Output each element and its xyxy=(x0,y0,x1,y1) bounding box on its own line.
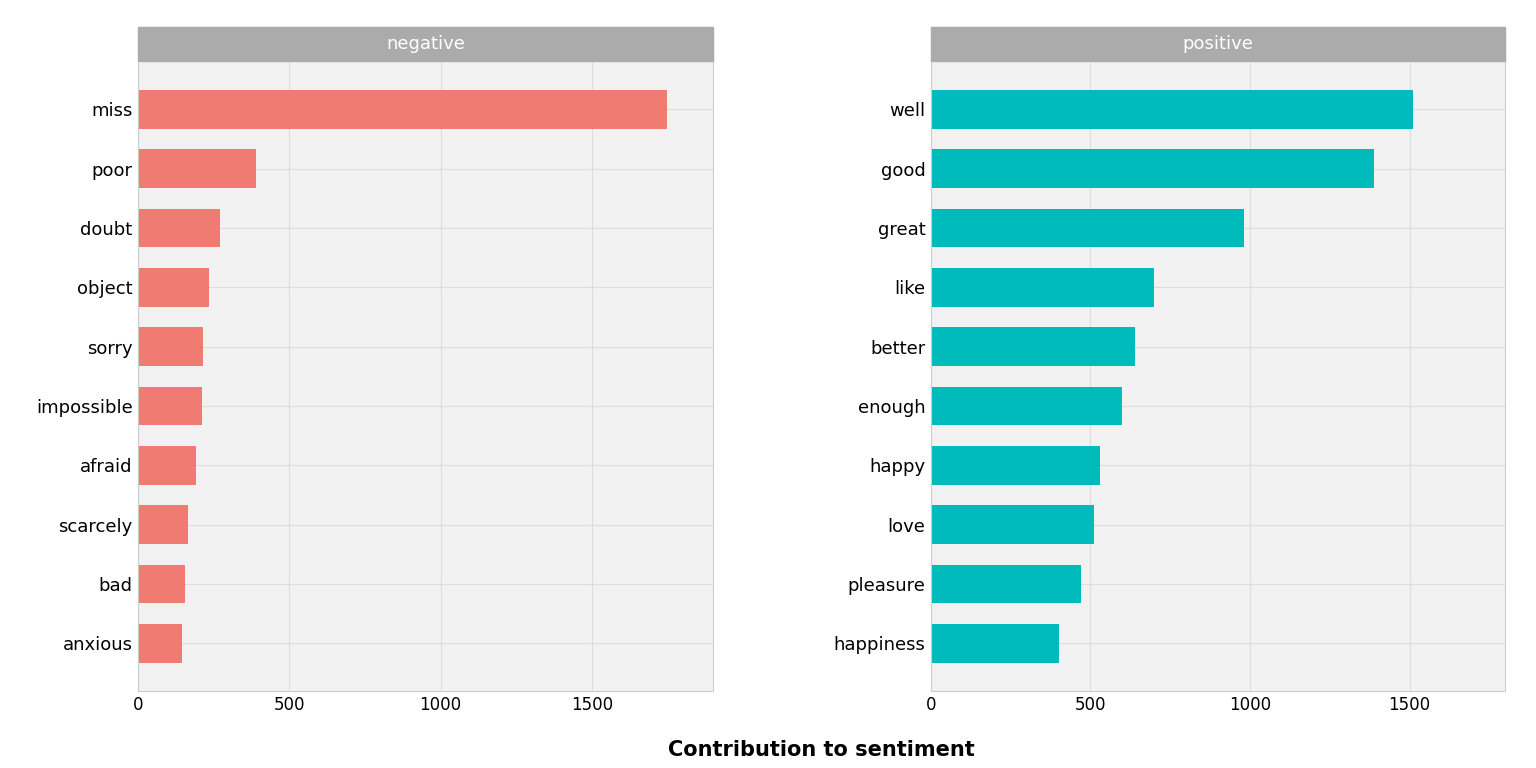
Bar xyxy=(931,387,1123,425)
Bar xyxy=(138,387,201,425)
Bar xyxy=(138,505,187,544)
Bar xyxy=(931,90,1413,128)
Bar xyxy=(138,150,257,188)
Text: Contribution to sentiment: Contribution to sentiment xyxy=(668,740,975,760)
Bar xyxy=(931,327,1135,366)
Bar xyxy=(138,90,667,128)
Bar xyxy=(138,624,183,663)
Text: positive: positive xyxy=(1183,35,1253,53)
Text: negative: negative xyxy=(386,35,465,53)
Bar xyxy=(931,150,1375,188)
Bar xyxy=(138,209,220,247)
FancyBboxPatch shape xyxy=(931,27,1505,61)
Bar xyxy=(931,268,1154,306)
Bar xyxy=(931,624,1058,663)
Bar xyxy=(138,327,203,366)
Bar xyxy=(138,564,186,603)
FancyBboxPatch shape xyxy=(138,27,713,61)
Bar xyxy=(138,268,209,306)
Bar xyxy=(931,505,1094,544)
Bar xyxy=(931,446,1100,485)
Bar xyxy=(931,564,1081,603)
Bar xyxy=(138,446,195,485)
Bar xyxy=(931,209,1244,247)
